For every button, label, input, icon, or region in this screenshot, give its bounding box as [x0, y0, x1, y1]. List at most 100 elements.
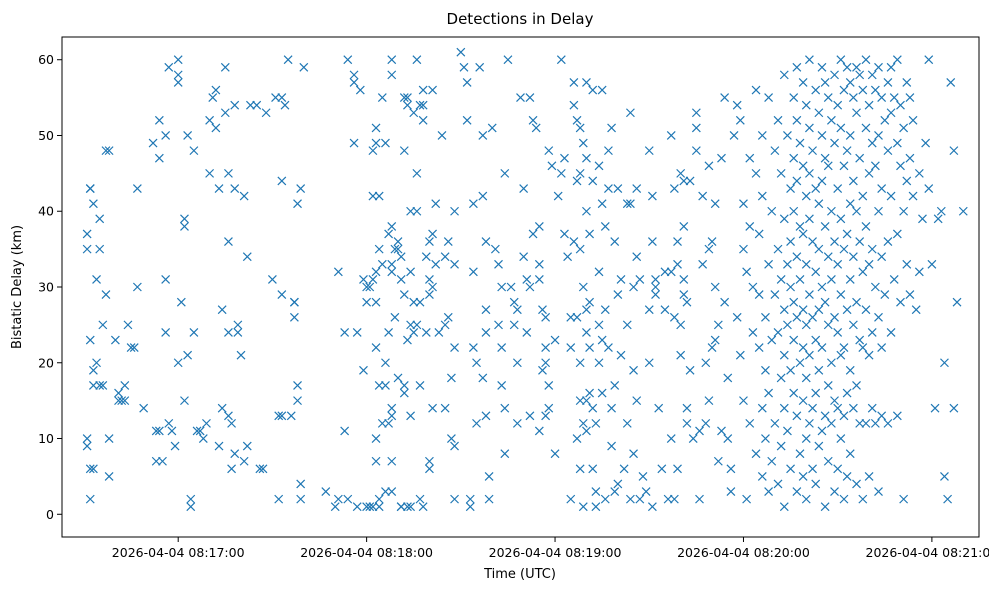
data-point [804, 55, 814, 65]
data-point [578, 282, 588, 292]
data-point [582, 426, 591, 436]
data-point [613, 184, 623, 193]
data-point [349, 70, 359, 80]
data-point [399, 388, 409, 398]
data-point [374, 502, 384, 512]
data-point [387, 456, 397, 466]
data-point [569, 237, 579, 246]
data-point [833, 100, 843, 110]
data-point [550, 335, 560, 345]
data-point [858, 494, 868, 504]
x-ticks: 2026-04-04 08:17:00 2026-04-04 08:18:00 20… [112, 537, 989, 560]
data-point [773, 244, 783, 254]
data-point [830, 237, 839, 246]
data-point [852, 297, 861, 307]
data-point [425, 237, 434, 246]
data-point [588, 85, 598, 95]
data-point [509, 320, 519, 330]
data-point [343, 55, 353, 65]
data-point [371, 297, 381, 307]
data-point [607, 441, 616, 451]
data-point [173, 78, 183, 87]
data-point [823, 456, 833, 466]
data-point [387, 487, 397, 496]
data-point [776, 441, 786, 451]
data-point [729, 131, 739, 140]
data-point [852, 62, 861, 72]
data-point [632, 396, 642, 406]
data-point [754, 229, 764, 239]
data-point [450, 343, 459, 353]
data-point [525, 93, 535, 103]
data-point [726, 464, 736, 474]
data-point [421, 252, 431, 262]
data-point [704, 396, 714, 406]
data-point [321, 487, 331, 496]
data-point [622, 320, 632, 330]
data-point [751, 449, 761, 459]
data-point [943, 494, 953, 504]
data-point [811, 335, 821, 345]
data-point [585, 229, 595, 239]
data-point [591, 418, 601, 428]
data-point [870, 161, 880, 171]
data-point [428, 229, 437, 239]
data-point [443, 312, 453, 322]
data-point [377, 418, 387, 428]
data-point [597, 335, 607, 345]
data-point [220, 62, 230, 72]
data-point [713, 320, 723, 330]
data-point [820, 297, 830, 307]
data-point [761, 434, 770, 443]
data-point [82, 244, 92, 254]
data-point [534, 259, 544, 269]
data-point [230, 100, 240, 110]
data-point [830, 396, 839, 406]
data-point [801, 494, 811, 504]
data-point [833, 259, 843, 269]
data-point [120, 396, 130, 406]
data-point [468, 343, 478, 353]
data-point [666, 131, 676, 140]
data-point [852, 381, 861, 390]
data-point [293, 396, 302, 406]
data-point [368, 146, 378, 156]
data-point [905, 290, 915, 300]
data-point [98, 320, 108, 330]
data-point [585, 297, 595, 307]
data-point [940, 471, 949, 481]
data-point [613, 290, 623, 300]
data-point [186, 494, 196, 504]
data-point [500, 168, 510, 178]
data-point [569, 100, 579, 110]
data-point [836, 350, 846, 360]
data-point [578, 502, 588, 512]
data-point [789, 206, 799, 216]
data-point [625, 494, 635, 504]
data-point [779, 214, 789, 224]
data-point [720, 93, 730, 103]
data-point [560, 229, 569, 239]
data-point [371, 138, 381, 148]
data-point [773, 479, 783, 489]
data-point [647, 502, 657, 512]
data-point [440, 403, 450, 413]
data-point [817, 176, 827, 186]
data-point [547, 161, 557, 171]
data-point [679, 221, 689, 231]
data-point [717, 153, 726, 163]
data-point [462, 115, 472, 125]
data-point [387, 267, 397, 277]
data-point [629, 449, 638, 459]
y-tick-label: 10 [38, 431, 54, 446]
data-point [836, 290, 846, 300]
data-point [629, 365, 638, 375]
data-point [446, 434, 456, 443]
data-point [651, 282, 660, 292]
data-point [528, 115, 538, 125]
data-point [619, 464, 629, 474]
data-point [848, 403, 858, 413]
data-point [804, 123, 814, 133]
data-point [85, 335, 95, 345]
data-point [425, 464, 434, 474]
